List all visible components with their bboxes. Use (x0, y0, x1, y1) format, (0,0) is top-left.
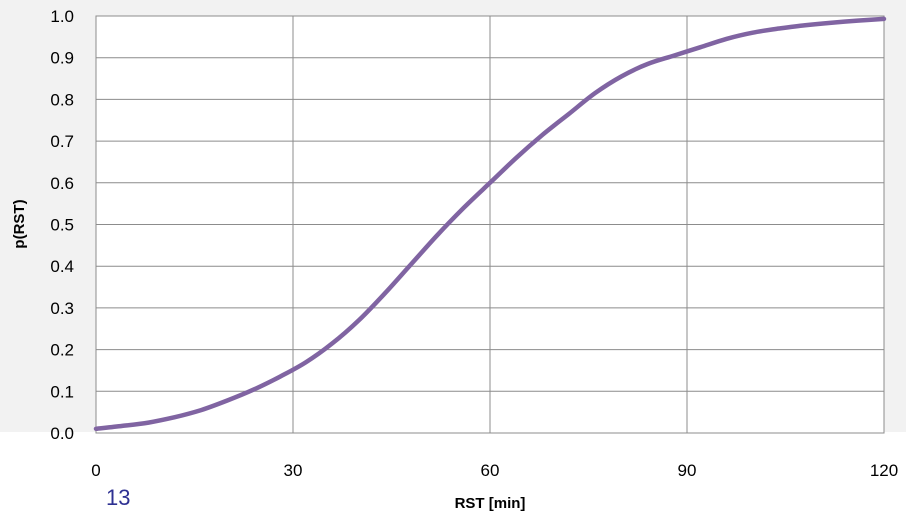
x-axis-ticks: 0 30 60 90 120 (91, 461, 898, 480)
y-tick-label: 0.1 (50, 382, 74, 401)
y-tick-label: 0.9 (50, 49, 74, 68)
x-tick-label: 60 (481, 461, 500, 480)
y-tick-label: 0.3 (50, 299, 74, 318)
y-tick-label: 0.6 (50, 174, 74, 193)
y-tick-label: 0.7 (50, 132, 74, 151)
page-number: 13 (106, 485, 131, 510)
y-tick-label: 0.8 (50, 90, 74, 109)
x-tick-label: 120 (870, 461, 898, 480)
x-tick-label: 90 (678, 461, 697, 480)
y-axis-ticks: 0.0 0.1 0.2 0.3 0.4 0.5 0.6 0.7 0.8 0.9 1.0 (50, 7, 74, 443)
series-line (93, 16, 887, 432)
y-axis-title: p(RST) (11, 199, 28, 248)
x-tick-label: 0 (91, 461, 100, 480)
y-tick-label: 0.5 (50, 216, 74, 235)
x-axis-title: RST [min] (455, 495, 526, 512)
x-tick-label: 30 (284, 461, 303, 480)
plot-border (95, 15, 885, 434)
y-tick-label: 0.4 (50, 257, 74, 276)
y-tick-label: 0.0 (50, 424, 74, 443)
y-tick-label: 0.2 (50, 341, 74, 360)
y-tick-label: 1.0 (50, 7, 74, 26)
